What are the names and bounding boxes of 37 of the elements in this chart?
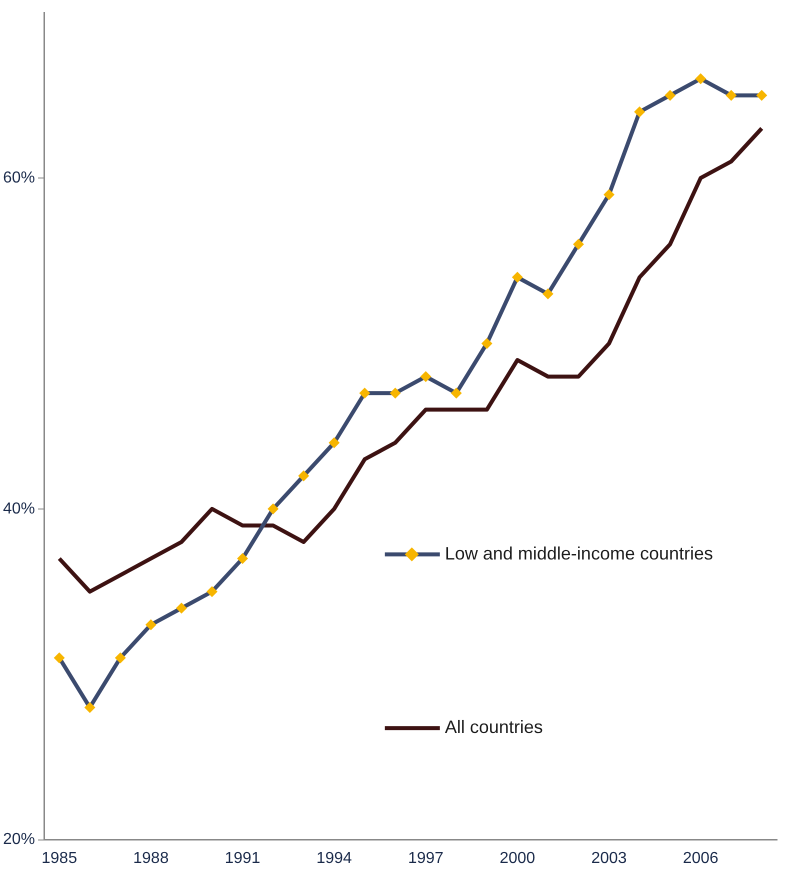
point (512, 272, 523, 283)
point (206, 586, 218, 598)
point (145, 619, 156, 630)
point (176, 602, 187, 614)
x-tick-label: 2003 (591, 850, 627, 867)
point (54, 652, 65, 664)
point (450, 388, 462, 399)
point (604, 189, 615, 200)
point (695, 73, 706, 84)
y-tick-label: 20% (2, 831, 36, 848)
x-tick-label: 1985 (41, 850, 78, 867)
y-tick-label: 60% (2, 169, 36, 186)
point (572, 238, 584, 250)
point (390, 388, 401, 399)
point (237, 553, 248, 564)
point (634, 106, 646, 118)
point (268, 503, 279, 514)
point (664, 90, 676, 101)
point (114, 652, 126, 664)
point (298, 470, 310, 482)
x-tick-label: 1991 (224, 850, 260, 867)
legend-label: All countries (444, 717, 543, 738)
point (481, 338, 492, 349)
point (726, 90, 737, 101)
x-tick-label: 1994 (316, 850, 352, 867)
point (542, 288, 554, 300)
point (359, 388, 370, 399)
point (420, 371, 432, 382)
legend-label: Low and middle-income countries (444, 543, 713, 564)
x-tick-label: 2006 (682, 850, 719, 867)
y-tick-label: 40% (2, 500, 36, 518)
x-tick-label: 1997 (408, 850, 444, 867)
x-tick-label: 2000 (500, 850, 536, 867)
point (756, 90, 768, 101)
point (328, 437, 340, 448)
point (84, 702, 96, 713)
x-tick-label: 1988 (133, 850, 169, 867)
